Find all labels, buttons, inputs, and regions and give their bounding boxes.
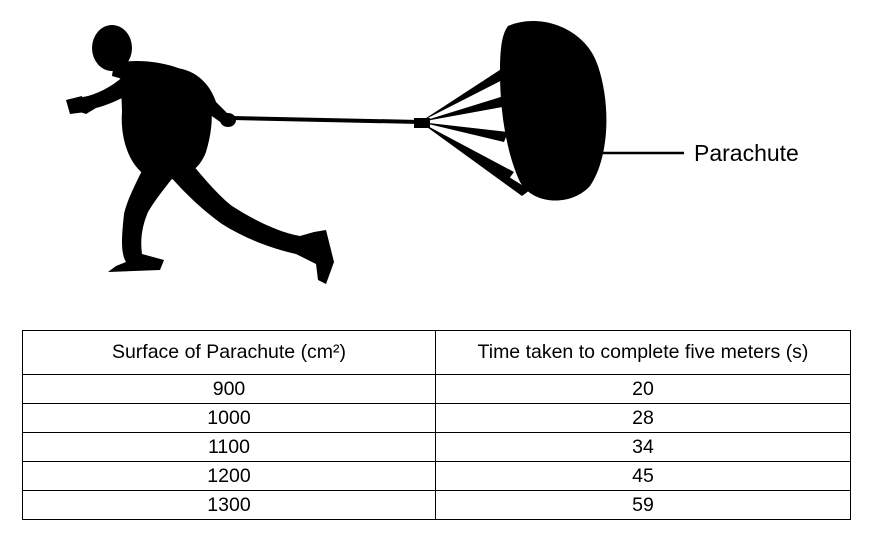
cell-surface: 1200 — [22, 461, 436, 491]
cell-time: 45 — [435, 461, 851, 491]
table-row: 1000 28 — [22, 403, 851, 433]
parachute-data-table: Surface of Parachute (cm²) Time taken to… — [22, 330, 851, 520]
cell-time: 34 — [435, 432, 851, 462]
cell-time: 20 — [435, 374, 851, 404]
header-time: Time taken to complete five meters (s) — [435, 330, 851, 375]
cell-surface: 1300 — [22, 490, 436, 520]
parachute-label: Parachute — [694, 140, 799, 166]
cell-surface: 1000 — [22, 403, 436, 433]
table-row: 1200 45 — [22, 461, 851, 491]
cell-surface: 900 — [22, 374, 436, 404]
cell-time: 59 — [435, 490, 851, 520]
table-row: 900 20 — [22, 374, 851, 404]
table-row: 1300 59 — [22, 490, 851, 520]
parachute-runner-illustration — [66, 20, 684, 284]
header-surface: Surface of Parachute (cm²) — [22, 330, 436, 375]
table-header-row: Surface of Parachute (cm²) Time taken to… — [22, 330, 851, 375]
tow-rope — [231, 116, 421, 124]
cell-surface: 1100 — [22, 432, 436, 462]
cell-time: 28 — [435, 403, 851, 433]
table-row: 1100 34 — [22, 432, 851, 462]
parachute-shape — [414, 20, 607, 201]
runner-silhouette — [66, 25, 334, 284]
